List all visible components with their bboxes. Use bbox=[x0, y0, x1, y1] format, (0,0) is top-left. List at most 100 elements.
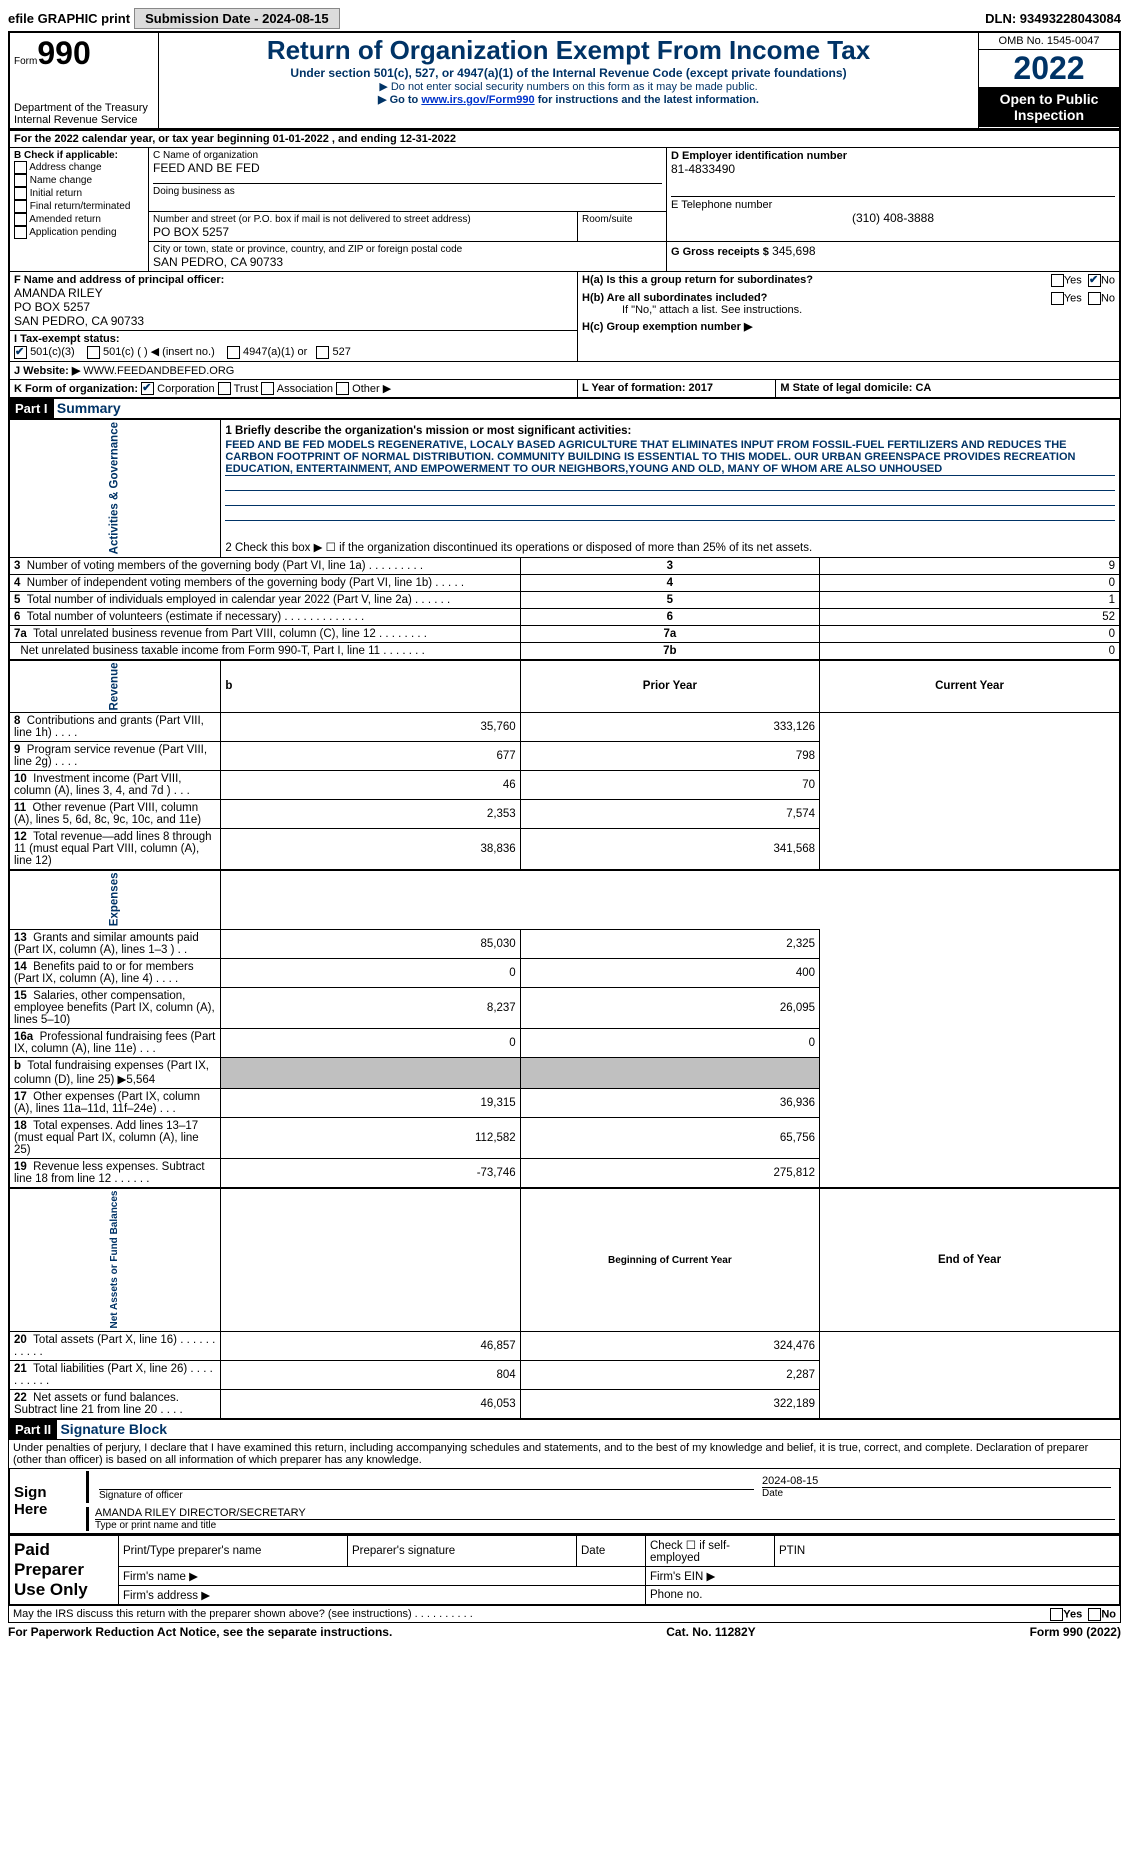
box-c-name-label: C Name of organization bbox=[153, 150, 662, 161]
p-date: Date bbox=[577, 1536, 646, 1567]
efile-label: efile GRAPHIC print bbox=[8, 11, 130, 26]
phone-value: (310) 408-3888 bbox=[671, 211, 1115, 225]
form990-link[interactable]: www.irs.gov/Form990 bbox=[421, 94, 534, 106]
sig-date-val: 2024-08-15 bbox=[762, 1475, 1111, 1487]
check-name[interactable] bbox=[14, 174, 27, 187]
side-netassets: Net Assets or Fund Balances bbox=[109, 1191, 120, 1329]
officer-name-title: AMANDA RILEY DIRECTOR/SECRETARY bbox=[95, 1507, 1115, 1519]
ha-no[interactable] bbox=[1088, 274, 1101, 287]
l1-text: FEED AND BE FED MODELS REGENERATIVE, LOC… bbox=[225, 437, 1115, 476]
gross-receipts: 345,698 bbox=[772, 244, 815, 258]
discuss-no[interactable] bbox=[1088, 1608, 1101, 1621]
hdr-prior: Prior Year bbox=[520, 660, 819, 713]
website-value: WWW.FEEDANDBEFED.ORG bbox=[83, 365, 234, 377]
ha-yes-label: Yes bbox=[1064, 274, 1082, 286]
p-ptin: PTIN bbox=[775, 1536, 1121, 1567]
discuss-yes-label: Yes bbox=[1063, 1609, 1082, 1621]
irs-label: Internal Revenue Service bbox=[14, 114, 154, 126]
submission-button[interactable]: Submission Date - 2024-08-15 bbox=[134, 8, 340, 29]
box-b-label: B Check if applicable: bbox=[14, 150, 144, 161]
check-527[interactable] bbox=[316, 346, 329, 359]
declaration-text: Under penalties of perjury, I declare th… bbox=[13, 1442, 1088, 1466]
tax-year: 2022 bbox=[979, 50, 1119, 87]
ein-value: 81-4833490 bbox=[671, 162, 1115, 176]
l2: 2 Check this box ▶ ☐ if the organization… bbox=[225, 542, 812, 554]
box-j-label: J Website: ▶ bbox=[14, 365, 80, 377]
check-address[interactable] bbox=[14, 161, 27, 174]
check-final-label: Final return/terminated bbox=[30, 201, 131, 212]
discuss-yes[interactable] bbox=[1050, 1608, 1063, 1621]
check-amended[interactable] bbox=[14, 213, 27, 226]
part1-table: Activities & Governance 1 Briefly descri… bbox=[8, 419, 1121, 1420]
discuss-row: May the IRS discuss this return with the… bbox=[8, 1606, 1121, 1623]
hdr-end: End of Year bbox=[820, 1188, 1120, 1332]
part2-header: Part II bbox=[9, 1420, 57, 1439]
check-initial[interactable] bbox=[14, 187, 27, 200]
opt-other: Other ▶ bbox=[352, 383, 391, 395]
check-corp[interactable] bbox=[141, 382, 154, 395]
page-footer: For Paperwork Reduction Act Notice, see … bbox=[8, 1625, 1121, 1639]
form-subtitle: Under section 501(c), 527, or 4947(a)(1)… bbox=[163, 66, 974, 80]
box-hb: H(b) Are all subordinates included? bbox=[582, 292, 767, 304]
footer-right: Form 990 (2022) bbox=[1030, 1625, 1121, 1639]
check-name-label: Name change bbox=[30, 175, 92, 186]
box-i-label: I Tax-exempt status: bbox=[14, 333, 120, 345]
hdr-curr: Current Year bbox=[820, 660, 1120, 713]
opt-trust: Trust bbox=[234, 383, 259, 395]
check-pending[interactable] bbox=[14, 226, 27, 239]
opt-501c3: 501(c)(3) bbox=[30, 346, 75, 358]
discuss-text: May the IRS discuss this return with the… bbox=[13, 1608, 473, 1620]
hb-yes[interactable] bbox=[1051, 292, 1064, 305]
opt-4947: 4947(a)(1) or bbox=[243, 346, 307, 358]
hb-no[interactable] bbox=[1088, 292, 1101, 305]
side-expenses: Expenses bbox=[109, 873, 121, 927]
dept-label: Department of the Treasury bbox=[14, 102, 154, 114]
check-other[interactable] bbox=[336, 382, 349, 395]
box-ha: H(a) Is this a group return for subordin… bbox=[582, 274, 813, 286]
street-label: Number and street (or P.O. box if mail i… bbox=[153, 214, 573, 225]
hb-no-label: No bbox=[1101, 292, 1115, 304]
check-trust[interactable] bbox=[218, 382, 231, 395]
opt-assoc: Association bbox=[277, 383, 333, 395]
preparer-table: Paid Preparer Use Only Print/Type prepar… bbox=[8, 1535, 1121, 1606]
hb-yes-label: Yes bbox=[1064, 292, 1082, 304]
check-4947[interactable] bbox=[227, 346, 240, 359]
identity-table: For the 2022 calendar year, or tax year … bbox=[8, 130, 1121, 399]
check-amended-label: Amended return bbox=[29, 214, 101, 225]
room-label: Room/suite bbox=[582, 214, 662, 225]
p-phone: Phone no. bbox=[646, 1586, 1121, 1606]
discuss-no-label: No bbox=[1101, 1609, 1116, 1621]
box-k-label: K Form of organization: bbox=[14, 383, 138, 395]
top-bar: efile GRAPHIC print Submission Date - 20… bbox=[8, 8, 1121, 29]
dln-label: DLN: 93493228043084 bbox=[985, 11, 1121, 26]
officer-addr2: SAN PEDRO, CA 90733 bbox=[14, 314, 573, 328]
check-assoc[interactable] bbox=[261, 382, 274, 395]
check-pending-label: Application pending bbox=[29, 227, 116, 238]
box-g-label: G Gross receipts $ bbox=[671, 246, 769, 258]
ha-yes[interactable] bbox=[1051, 274, 1064, 287]
box-hc: H(c) Group exemption number ▶ bbox=[582, 321, 752, 333]
side-activities: Activities & Governance bbox=[109, 422, 121, 554]
hdr-beg: Beginning of Current Year bbox=[520, 1188, 819, 1332]
opt-501c: 501(c) ( ) ◀ (insert no.) bbox=[103, 346, 215, 358]
note2-pre: ▶ Go to bbox=[378, 94, 421, 106]
sign-here-label: Sign Here bbox=[9, 1469, 78, 1534]
note1: ▶ Do not enter social security numbers o… bbox=[163, 80, 974, 93]
check-address-label: Address change bbox=[29, 162, 101, 173]
check-501c[interactable] bbox=[87, 346, 100, 359]
p-ein: Firm's EIN ▶ bbox=[646, 1567, 1121, 1586]
l1-label: 1 Briefly describe the organization's mi… bbox=[225, 425, 631, 437]
city-label: City or town, state or province, country… bbox=[153, 244, 662, 255]
org-name: FEED AND BE FED bbox=[153, 161, 662, 175]
street-value: PO BOX 5257 bbox=[153, 225, 573, 239]
part1-header: Part I bbox=[9, 399, 54, 418]
part2-title: Signature Block bbox=[60, 1421, 167, 1437]
sig-officer-label: Signature of officer bbox=[99, 1490, 754, 1501]
check-501c3[interactable] bbox=[14, 346, 27, 359]
dba-label: Doing business as bbox=[153, 183, 662, 197]
check-final[interactable] bbox=[14, 200, 27, 213]
part1-title: Summary bbox=[57, 400, 121, 416]
officer-addr1: PO BOX 5257 bbox=[14, 300, 573, 314]
box-e-label: E Telephone number bbox=[671, 196, 1115, 211]
box-d-label: D Employer identification number bbox=[671, 150, 1115, 162]
